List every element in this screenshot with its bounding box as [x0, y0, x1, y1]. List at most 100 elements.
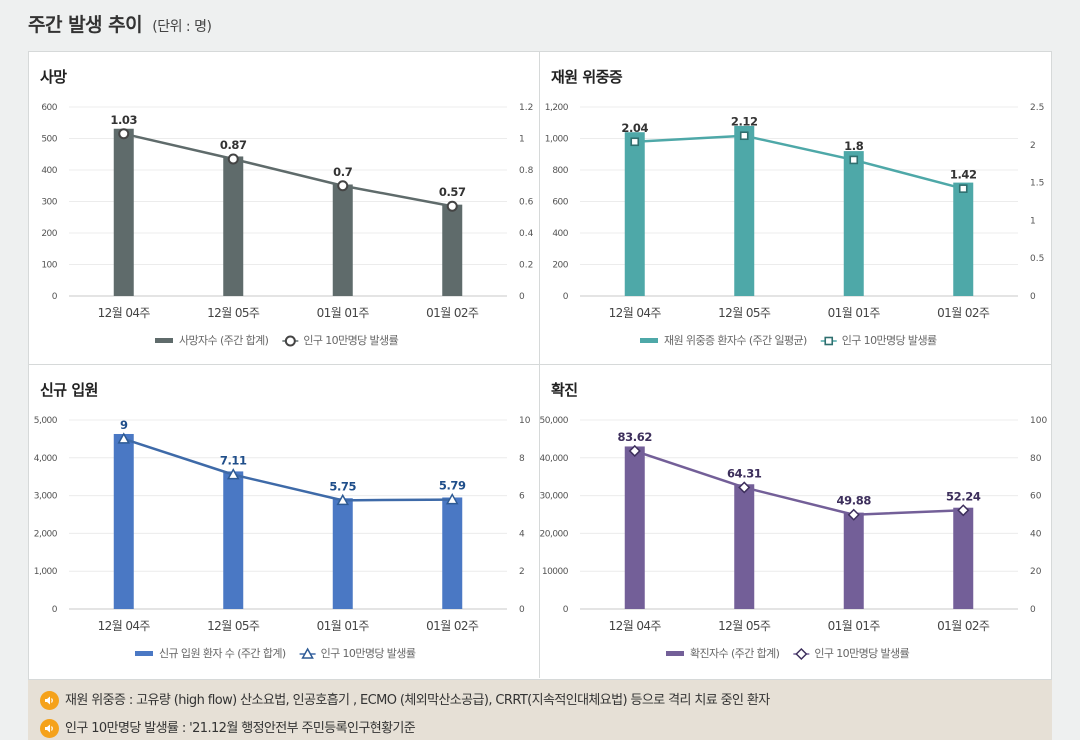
x-tick-label: 01월 01주	[828, 306, 881, 320]
bar	[442, 497, 463, 609]
data-label: 0.7	[333, 165, 353, 179]
unit-label: (단위 : 명)	[152, 19, 212, 35]
bar	[843, 512, 864, 609]
y-tick-label-left: 1,000	[545, 135, 569, 145]
y-tick-label-left: 50,000	[540, 416, 569, 426]
chart-title: 재원 위중증	[551, 68, 623, 86]
chart-title: 사망	[40, 68, 67, 86]
bar	[332, 184, 353, 296]
speaker-icon	[40, 719, 59, 738]
bar	[624, 446, 645, 609]
y-tick-label-right: 0	[1030, 292, 1036, 302]
legend-label: 인구 10만명당 발생률	[321, 647, 416, 660]
y-tick-label-left: 100	[41, 261, 57, 271]
data-label: 1.8	[844, 139, 864, 153]
line-marker	[301, 647, 314, 659]
y-tick-label-left: 600	[41, 103, 57, 113]
y-tick-label-left: 0	[52, 292, 58, 302]
x-tick-label: 01월 02주	[426, 306, 479, 320]
y-tick-label-right: 2.5	[1030, 103, 1044, 113]
y-tick-label-left: 2,000	[34, 529, 58, 539]
legend-label: 인구 10만명당 발생률	[303, 334, 398, 347]
chart-svg: 0 200 400 600 800 1,000 1,200 0 0.5 1 1.5 2 2.5 12월 0…	[545, 103, 1045, 347]
legend-label: 사망자수 (주간 합계)	[179, 334, 269, 347]
series-line	[123, 437, 453, 502]
data-label: 0.87	[220, 138, 247, 152]
x-tick-label: 01월 01주	[828, 619, 881, 633]
data-label: 5.75	[329, 479, 356, 493]
y-tick-label-right: 100	[1030, 416, 1047, 426]
y-tick-label-right: 0.8	[519, 166, 534, 176]
y-tick-label-left: 600	[552, 198, 568, 208]
data-label: 49.88	[837, 494, 872, 508]
y-tick-label-left: 200	[41, 229, 57, 239]
x-tick-label: 12월 04주	[98, 306, 151, 320]
line-marker	[824, 336, 834, 346]
x-tick-label: 12월 04주	[609, 306, 662, 320]
y-tick-label-left: 0	[563, 605, 569, 615]
series-line	[123, 132, 453, 208]
x-tick-label: 12월 05주	[207, 619, 260, 633]
y-tick-label-right: 2	[519, 567, 525, 577]
line-marker	[445, 493, 459, 505]
line-marker	[630, 137, 640, 147]
line-marker	[226, 468, 240, 480]
line-marker	[849, 155, 859, 165]
line-marker	[957, 504, 970, 517]
line-marker	[739, 131, 749, 141]
line-marker	[847, 508, 860, 521]
legend-swatch-bar	[155, 338, 173, 343]
chart-panel-severe: 재원 위중증 0 200 400 600 800 1,000 1,200 0 0.5 1 1.5 2 2…	[540, 52, 1051, 365]
data-label: 1.03	[110, 113, 137, 127]
speaker-icon	[40, 691, 59, 710]
x-tick-label: 12월 04주	[98, 619, 151, 633]
y-tick-label-left: 4,000	[34, 454, 58, 464]
data-label: 0.57	[439, 185, 466, 199]
legend-label: 재원 위중증 환자수 (주간 일평균)	[664, 333, 807, 347]
y-tick-label-right: 1.2	[519, 103, 533, 113]
y-tick-label-right: 1	[1030, 216, 1036, 226]
legend-label: 인구 10만명당 발생률	[814, 647, 909, 660]
x-tick-label: 01월 02주	[937, 306, 990, 320]
chart-svg: 0 100 200 300 400 500 600 0 0.2 0.4 0.6 0.8 1 1.2 12월 …	[41, 103, 534, 347]
chart-panel-confirmed: 확진 0 10000 20,000 30,000 40,000 50,000 0 20 40 60…	[540, 365, 1051, 678]
x-tick-label: 01월 02주	[426, 619, 479, 633]
y-tick-label-right: 40	[1030, 529, 1042, 539]
x-tick-label: 01월 02주	[937, 619, 990, 633]
legend-label: 신규 입원 환자 수 (주간 합계)	[159, 647, 286, 660]
y-tick-label-right: 1	[519, 135, 525, 145]
data-label: 5.79	[439, 479, 466, 493]
bar	[223, 156, 244, 296]
page-title: 주간 발생 추이 (단위 : 명)	[28, 10, 212, 37]
y-tick-label-left: 5,000	[34, 416, 58, 426]
y-tick-label-right: 80	[1030, 454, 1042, 464]
chart-title: 신규 입원	[40, 381, 98, 399]
y-tick-label-left: 0	[52, 605, 58, 615]
y-tick-label-right: 0	[1030, 605, 1036, 615]
x-tick-label: 12월 05주	[207, 306, 260, 320]
y-tick-label-right: 0.5	[1030, 254, 1044, 264]
data-label: 2.12	[731, 115, 758, 129]
bar	[843, 151, 864, 296]
y-tick-label-right: 10	[519, 416, 531, 426]
legend-label: 인구 10만명당 발생률	[842, 334, 937, 347]
bar	[113, 128, 134, 296]
line-marker	[337, 180, 349, 192]
chart-svg: 0 1,000 2,000 3,000 4,000 5,000 0 2 4 6 8 10 12월 04주…	[34, 416, 531, 660]
line-marker	[336, 493, 350, 506]
y-tick-label-right: 20	[1030, 567, 1042, 577]
page-title-text: 주간 발생 추이	[28, 14, 143, 36]
chart-panel-death: 사망 0 100 200 300 400 500 600 0 0.2 0.4 0.6 0.8 1 1.2 1…	[29, 52, 540, 365]
y-tick-label-right: 8	[519, 454, 525, 464]
y-tick-label-left: 0	[563, 292, 569, 302]
y-tick-label-left: 500	[41, 135, 57, 145]
note-text: 인구 10만명당 발생률 : '21.12월 행정안전부 주민등록인구현황기준	[65, 721, 416, 736]
x-tick-label: 01월 01주	[317, 619, 370, 633]
series-line	[634, 449, 964, 516]
note-item: 인구 10만명당 발생률 : '21.12월 행정안전부 주민등록인구현황기준	[40, 717, 416, 738]
bar	[223, 471, 244, 609]
legend-swatch-bar	[640, 338, 658, 343]
bar	[734, 484, 755, 609]
y-tick-label-left: 20,000	[540, 529, 569, 539]
chart-svg: 0 10000 20,000 30,000 40,000 50,000 0 20 40 60 80 1…	[540, 416, 1047, 661]
